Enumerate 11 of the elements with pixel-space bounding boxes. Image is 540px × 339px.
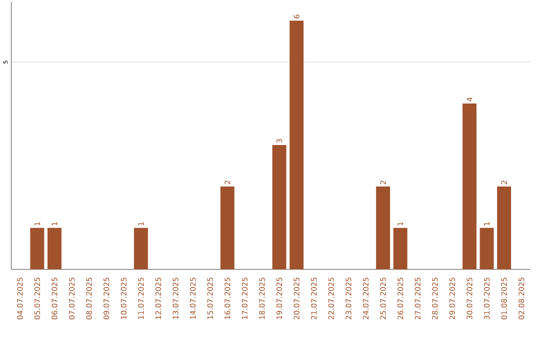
bar <box>272 144 286 270</box>
bar <box>393 228 408 270</box>
bar <box>480 228 494 270</box>
bar <box>134 228 148 270</box>
bar <box>48 228 62 270</box>
bar <box>220 186 234 270</box>
bar <box>376 186 390 270</box>
bar <box>30 228 44 270</box>
bar <box>497 186 512 270</box>
bar <box>462 103 476 270</box>
bar <box>290 20 304 270</box>
